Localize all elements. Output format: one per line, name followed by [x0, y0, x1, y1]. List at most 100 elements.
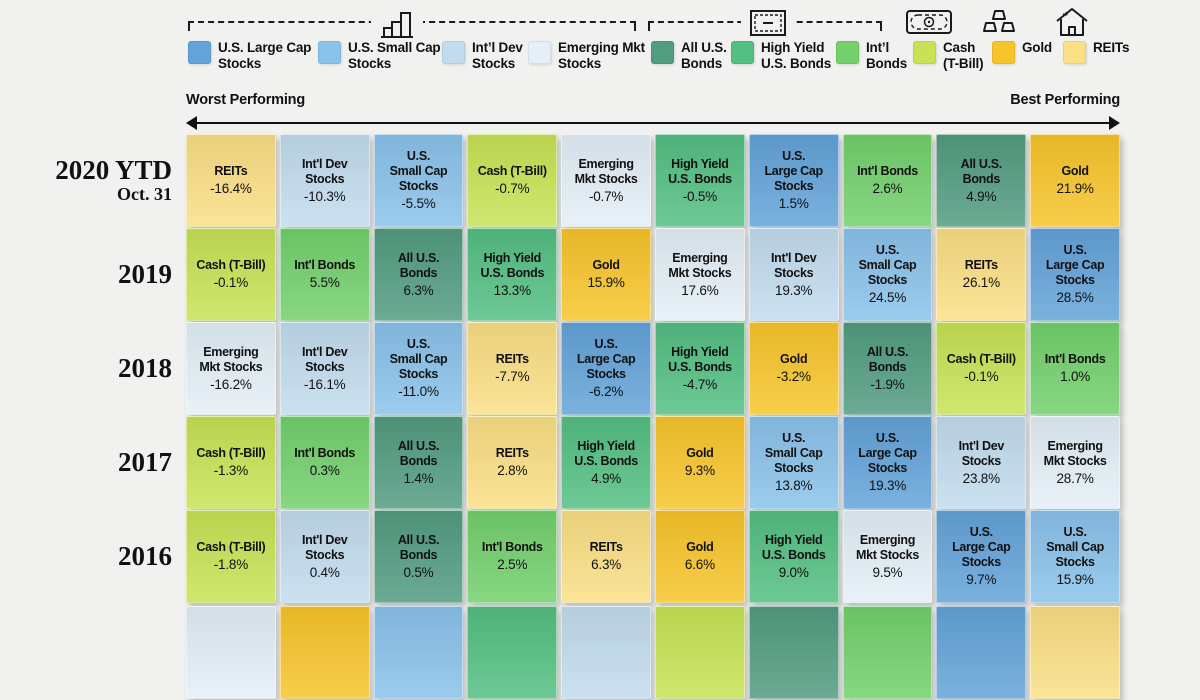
stocks-group-bracket — [188, 10, 636, 38]
bar-chart-icon — [371, 10, 423, 38]
return-cell-us_large: U.S. Large Cap Stocks 19.3% — [842, 416, 933, 509]
cell-asset-name: REITs — [214, 164, 248, 178]
legend-item-label: U.S. Small Cap Stocks — [348, 40, 441, 71]
cell-asset-name: U.S. Large Cap Stocks — [1045, 243, 1105, 287]
cell-asset-name: U.S. Small Cap Stocks — [389, 149, 448, 193]
return-cell-intl_dev: Int'l Dev Stocks -16.1% — [279, 322, 370, 415]
cell-return-value: -16.1% — [303, 376, 346, 392]
return-cell-intl_bonds: Int'l Bonds 5.5% — [279, 228, 370, 321]
cell-return-value: 0.3% — [309, 463, 340, 478]
return-cell-gold: Gold 6.6% — [655, 510, 745, 603]
return-cell-emerging: Emerging Mkt Stocks -0.7% — [561, 134, 651, 227]
return-cell-intl_dev: Int'l Dev Stocks -10.3% — [279, 134, 370, 227]
year-text: 2019 — [118, 258, 172, 289]
legend-item-label: Gold — [1022, 40, 1052, 55]
cell-asset-name: U.S. Small Cap Stocks — [1046, 525, 1104, 569]
return-cell-us_large: U.S. Large Cap Stocks 1.5% — [748, 134, 839, 227]
cell-asset-name: High Yield U.S. Bonds — [668, 156, 732, 186]
return-cell-cash: Cash (T-Bill) -0.1% — [936, 322, 1027, 415]
year-text: 2016 — [118, 540, 172, 571]
return-cell-emerging — [186, 606, 276, 699]
return-cell-us_small: U.S. Small Cap Stocks 13.8% — [748, 416, 839, 509]
cell-return-value: -0.7% — [588, 188, 624, 204]
year-text: 2017 — [118, 446, 172, 477]
return-cell-us_small: U.S. Small Cap Stocks 24.5% — [842, 228, 933, 321]
return-cell-all_bonds: All U.S. Bonds 4.9% — [936, 134, 1027, 227]
legend-item-intl_bonds: Int’l Bonds — [836, 40, 907, 72]
bonds-group-bracket — [648, 10, 882, 36]
legend-item-reits: REITs — [1063, 40, 1129, 64]
cell-return-value: -16.2% — [210, 376, 252, 392]
legend-item-us_small: U.S. Small Cap Stocks — [318, 40, 441, 72]
cell-asset-name: U.S. Large Cap Stocks — [858, 431, 917, 475]
return-cell-high_yield: High Yield U.S. Bonds -0.5% — [655, 134, 745, 227]
cell-return-value: 4.9% — [966, 188, 997, 204]
legend-swatch-all_bonds — [651, 41, 674, 64]
quilt-row: 2020 YTD Oct. 31 REITs -16.4% Int'l Dev Stoc… — [0, 134, 1120, 227]
cell-asset-name: Int'l Dev Stocks — [958, 438, 1005, 468]
legend-item-label: Int’l Dev Stocks — [472, 40, 523, 71]
return-cell-emerging: Emerging Mkt Stocks 9.5% — [842, 510, 933, 603]
cell-return-value: 5.5% — [309, 275, 340, 290]
house-icon — [1055, 7, 1089, 37]
return-cell-cash: Cash (T-Bill) -1.8% — [186, 510, 276, 603]
quilt-row — [0, 606, 1120, 699]
cell-asset-name: Gold — [686, 540, 714, 554]
cell-asset-name: Cash (T-Bill) — [477, 164, 547, 178]
cell-asset-name: High Yield U.S. Bonds — [761, 532, 826, 562]
cell-return-value: 6.3% — [403, 282, 434, 298]
legend-item-cash: Cash (T-Bill) — [913, 40, 984, 72]
quilt-row: 2016 Cash (T-Bill) -1.8% Int'l Dev Stocks 0.… — [0, 510, 1120, 603]
quilt-row: 2019 Cash (T-Bill) -0.1% Int'l Bonds 5.5% All… — [0, 228, 1120, 321]
performance-axis-labels: Worst Performing Best Performing — [186, 92, 1120, 108]
legend-item-label: Cash (T-Bill) — [943, 40, 984, 71]
legend-swatch-high_yield — [731, 41, 754, 64]
year-label: 2020 YTD Oct. 31 — [0, 134, 182, 227]
performance-axis-arrow — [186, 116, 1120, 130]
cell-return-value: 13.3% — [493, 282, 531, 298]
cell-asset-name: Emerging Mkt Stocks — [199, 344, 263, 374]
return-cell-intl_bonds — [842, 606, 933, 699]
cell-return-value: -3.2% — [776, 369, 811, 384]
cell-return-value: -4.7% — [682, 376, 718, 392]
cell-return-value: 28.7% — [1056, 470, 1094, 486]
cell-asset-name: U.S. Small Cap Stocks — [858, 243, 917, 287]
return-cell-all_bonds — [748, 606, 839, 699]
return-cell-gold: Gold 15.9% — [561, 228, 651, 321]
cell-asset-name: U.S. Small Cap Stocks — [389, 337, 448, 381]
year-subtext: Oct. 31 — [117, 184, 172, 205]
return-cell-gold: Gold 21.9% — [1030, 134, 1120, 227]
year-label: 2018 — [0, 322, 182, 415]
arrow-left-head-icon — [186, 116, 197, 130]
cell-asset-name: U.S. Large Cap Stocks — [764, 149, 823, 193]
cell-return-value: 15.9% — [1056, 572, 1094, 587]
legend-item-us_large: U.S. Large Cap Stocks — [188, 40, 311, 72]
return-cell-intl_dev: Int'l Dev Stocks 19.3% — [748, 228, 839, 321]
legend-item-label: Int’l Bonds — [866, 40, 907, 71]
return-cell-cash: Cash (T-Bill) -0.7% — [467, 134, 558, 227]
cell-return-value: 17.6% — [681, 282, 719, 298]
legend-item-emerging: Emerging Mkt Stocks — [528, 40, 645, 72]
return-cell-cash: Cash (T-Bill) -0.1% — [186, 228, 276, 321]
return-cell-intl_dev: Int'l Dev Stocks 0.4% — [279, 510, 370, 603]
cell-asset-name: U.S. Large Cap Stocks — [952, 525, 1011, 569]
cell-asset-name: High Yield U.S. Bonds — [574, 438, 638, 468]
return-cell-all_bonds: All U.S. Bonds 0.5% — [373, 510, 464, 603]
year-label: 2019 — [0, 228, 182, 321]
cell-return-value: -0.5% — [682, 188, 718, 204]
cell-return-value: 23.8% — [962, 470, 1000, 486]
cell-return-value: -5.5% — [401, 196, 436, 211]
return-cell-gold — [279, 606, 370, 699]
cell-return-value: 2.6% — [872, 181, 903, 196]
cell-return-value: -1.3% — [213, 463, 249, 478]
return-cell-all_bonds: All U.S. Bonds -1.9% — [842, 322, 933, 415]
quilt-row: 2018 Emerging Mkt Stocks -16.2% Int'l Dev S… — [0, 322, 1120, 415]
return-cell-us_small — [373, 606, 464, 699]
cell-asset-name: Gold — [686, 446, 714, 460]
legend-item-intl_dev: Int’l Dev Stocks — [442, 40, 523, 72]
cell-asset-name: REITs — [495, 352, 529, 366]
cell-return-value: -1.8% — [213, 557, 249, 572]
return-cell-high_yield: High Yield U.S. Bonds -4.7% — [655, 322, 745, 415]
cell-asset-name: High Yield U.S. Bonds — [480, 250, 545, 280]
arrow-right-head-icon — [1109, 116, 1120, 130]
